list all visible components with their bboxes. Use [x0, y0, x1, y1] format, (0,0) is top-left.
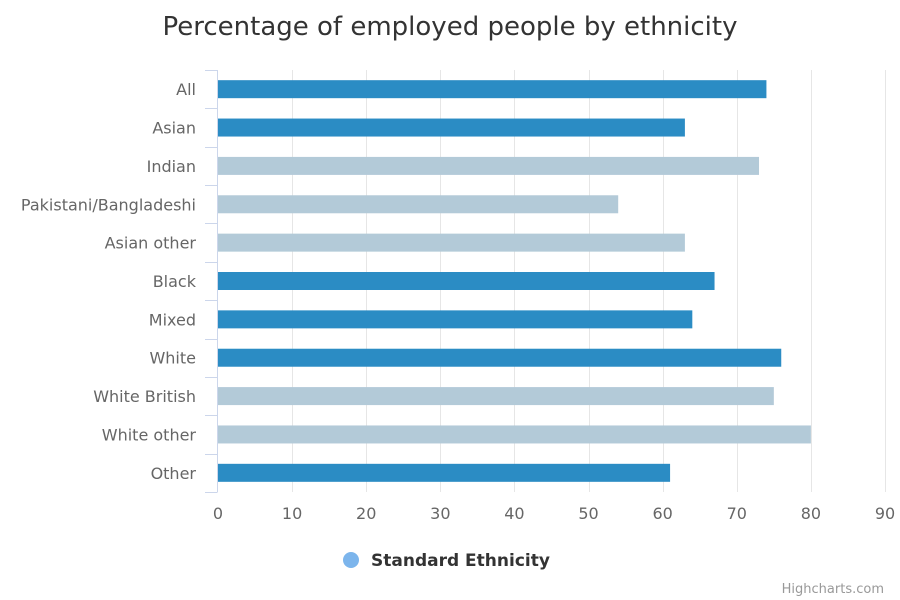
bar-indian[interactable] [218, 156, 760, 175]
x-tick-label: 20 [356, 504, 376, 523]
bar-white-other[interactable] [218, 425, 811, 444]
category-axis [205, 70, 218, 493]
category-label: Pakistani/Bangladeshi [21, 195, 196, 214]
bar-all[interactable] [218, 80, 767, 99]
bar-white[interactable] [218, 348, 782, 367]
x-tick-label: 30 [430, 504, 450, 523]
bar-asian[interactable] [218, 118, 685, 137]
bar-mixed[interactable] [218, 310, 693, 329]
category-label: Asian other [105, 234, 197, 253]
category-label: All [176, 80, 196, 99]
category-label: Black [153, 272, 197, 291]
x-tick-label: 50 [578, 504, 598, 523]
category-label: Mixed [149, 310, 196, 329]
chart-title: Percentage of employed people by ethnici… [163, 12, 738, 42]
legend[interactable]: Standard Ethnicity [343, 551, 550, 571]
category-labels: All Asian Indian Pakistani/Bangladeshi Asian… [21, 80, 197, 483]
x-tick-label: 90 [875, 504, 895, 523]
category-label: Asian [152, 119, 196, 138]
x-tick-label: 0 [213, 504, 223, 523]
credits-link[interactable]: Highcharts.com [782, 582, 884, 597]
category-label: White [149, 349, 196, 368]
bar-asian-other[interactable] [218, 233, 685, 252]
x-tick-label: 70 [727, 504, 747, 523]
bar-pakistani-bangladeshi[interactable] [218, 195, 619, 214]
category-label: Other [151, 464, 197, 483]
x-tick-label: 10 [282, 504, 302, 523]
bar-black[interactable] [218, 272, 715, 290]
value-axis-labels: 0 10 20 30 40 50 60 70 80 90 [213, 504, 895, 523]
category-label: White British [93, 387, 196, 406]
x-tick-label: 60 [652, 504, 672, 523]
bar-other[interactable] [218, 463, 671, 482]
x-tick-label: 80 [801, 504, 821, 523]
x-tick-label: 40 [504, 504, 524, 523]
bars [218, 80, 811, 482]
category-label: White other [102, 425, 197, 444]
legend-marker-icon[interactable] [343, 552, 359, 568]
legend-item-label[interactable]: Standard Ethnicity [371, 551, 550, 571]
category-label: Indian [147, 157, 196, 176]
bar-white-british[interactable] [218, 387, 774, 406]
